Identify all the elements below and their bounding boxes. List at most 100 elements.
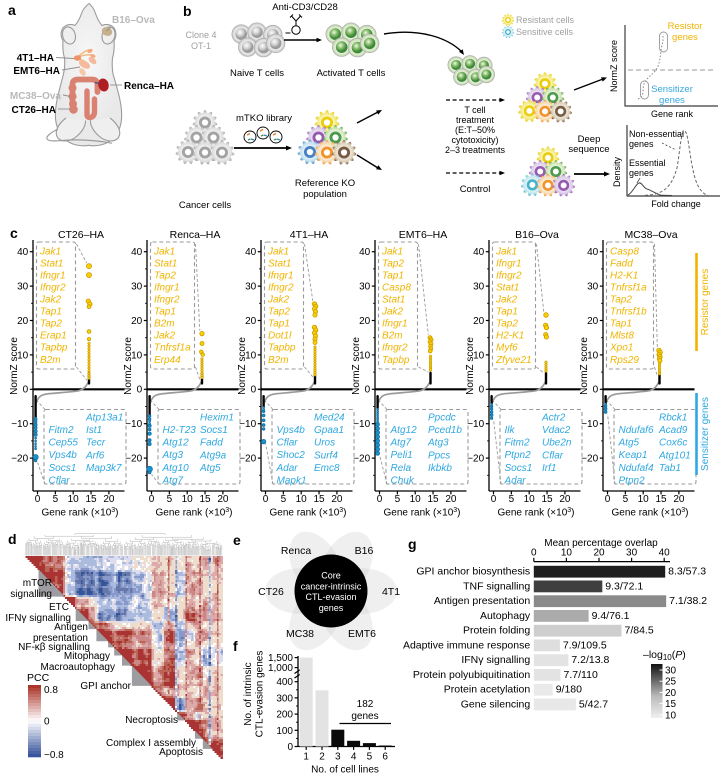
svg-text:40: 40 <box>245 247 257 258</box>
svg-text:sequence: sequence <box>568 144 609 155</box>
svg-text:Sensitizer genes: Sensitizer genes <box>700 397 711 471</box>
svg-text:Atg7: Atg7 <box>390 438 412 449</box>
svg-text:0: 0 <box>149 494 155 505</box>
svg-text:Xpo1: Xpo1 <box>609 343 633 354</box>
svg-text:mTKO library: mTKO library <box>236 113 292 124</box>
svg-text:Tap1: Tap1 <box>154 307 176 318</box>
svg-text:Naive T cells: Naive T cells <box>230 68 284 79</box>
svg-text:0: 0 <box>491 494 497 505</box>
svg-text:20: 20 <box>593 548 605 559</box>
svg-text:40: 40 <box>473 247 485 258</box>
svg-text:30: 30 <box>245 282 257 293</box>
svg-text:Antigen: Antigen <box>54 622 88 633</box>
svg-text:Mean percentage overlap: Mean percentage overlap <box>544 538 658 549</box>
svg-text:−10: −10 <box>11 419 28 430</box>
svg-text:4T1–HA: 4T1–HA <box>17 53 54 64</box>
svg-text:Atg101: Atg101 <box>658 450 691 461</box>
svg-text:No. of cell lines: No. of cell lines <box>311 765 379 776</box>
svg-text:Jak2: Jak2 <box>153 331 176 342</box>
svg-text:Necroptosis: Necroptosis <box>125 715 178 726</box>
svg-text:Renca–HA: Renca–HA <box>124 81 174 92</box>
svg-text:40: 40 <box>359 247 371 258</box>
svg-text:10: 10 <box>561 548 573 559</box>
svg-text:Fadd: Fadd <box>610 258 633 269</box>
svg-text:Ist1: Ist1 <box>86 425 102 436</box>
svg-text:cytotoxicity): cytotoxicity) <box>451 135 498 145</box>
svg-text:Dot1l: Dot1l <box>268 331 292 342</box>
svg-text:Deep: Deep <box>578 134 601 145</box>
svg-text:e: e <box>233 532 241 548</box>
svg-text:−0.8: −0.8 <box>44 750 64 761</box>
svg-text:20: 20 <box>131 316 143 327</box>
svg-text:Tap2: Tap2 <box>40 319 62 330</box>
svg-text:EMT6: EMT6 <box>348 628 376 640</box>
svg-text:0: 0 <box>35 494 41 505</box>
svg-text:Cflar: Cflar <box>277 438 299 449</box>
svg-text:Ifngr1: Ifngr1 <box>154 282 180 293</box>
svg-text:Non-essential: Non-essential <box>629 129 684 139</box>
svg-text:−20: −20 <box>125 454 142 465</box>
svg-text:−20: −20 <box>467 454 484 465</box>
svg-text:Jak1: Jak1 <box>267 246 289 257</box>
svg-text:Renca: Renca <box>281 545 312 557</box>
svg-text:Density: Density <box>612 156 622 187</box>
svg-text:genes: genes <box>629 139 654 149</box>
svg-text:10: 10 <box>68 494 80 505</box>
svg-text:0: 0 <box>593 385 599 396</box>
svg-text:Anti-CD3/CD28: Anti-CD3/CD28 <box>272 2 337 13</box>
svg-text:20: 20 <box>359 316 371 327</box>
svg-text:10: 10 <box>638 494 650 505</box>
svg-text:EMT6–HA: EMT6–HA <box>399 229 447 241</box>
svg-text:signalling: signalling <box>10 589 52 600</box>
svg-text:Jak2: Jak2 <box>39 295 62 306</box>
svg-text:40: 40 <box>17 247 29 258</box>
svg-text:genes: genes <box>672 32 698 43</box>
svg-text:10: 10 <box>245 350 257 361</box>
svg-text:g: g <box>408 536 417 552</box>
svg-text:−20: −20 <box>353 454 370 465</box>
svg-text:Control: Control <box>460 184 491 195</box>
svg-text:1,000: 1,000 <box>268 663 293 674</box>
svg-text:presentation: presentation <box>33 633 88 644</box>
svg-text:ETC: ETC <box>49 602 69 613</box>
svg-text:5: 5 <box>395 494 401 505</box>
svg-text:a: a <box>8 2 16 18</box>
svg-text:Resistant cells: Resistant cells <box>516 15 575 25</box>
svg-text:B2m: B2m <box>268 355 289 366</box>
svg-text:−10: −10 <box>467 419 484 430</box>
svg-text:EMT6–HA: EMT6–HA <box>13 66 60 77</box>
svg-text:NormZ score: NormZ score <box>465 337 476 395</box>
svg-text:mTOR: mTOR <box>23 578 52 589</box>
svg-text:3: 3 <box>335 752 341 763</box>
svg-text:NormZ score: NormZ score <box>237 337 248 395</box>
svg-text:Stat1: Stat1 <box>154 258 177 269</box>
svg-text:0: 0 <box>479 385 485 396</box>
svg-text:Gene rank (×103): Gene rank (×103) <box>383 507 460 519</box>
svg-text:Cflar: Cflar <box>49 475 71 486</box>
svg-text:Fitm2: Fitm2 <box>505 438 530 449</box>
svg-text:Atg3: Atg3 <box>427 438 449 449</box>
svg-text:30: 30 <box>587 282 599 293</box>
svg-text:Med24: Med24 <box>314 413 345 424</box>
svg-text:20: 20 <box>445 494 457 505</box>
svg-text:b: b <box>183 3 192 19</box>
svg-text:Gene silencing: Gene silencing <box>461 698 531 710</box>
svg-text:5: 5 <box>623 494 629 505</box>
svg-text:Ifngr1: Ifngr1 <box>40 270 66 281</box>
svg-text:Ifngr2: Ifngr2 <box>40 282 66 293</box>
svg-text:TNF signalling: TNF signalling <box>463 580 530 592</box>
svg-text:Protein folding: Protein folding <box>463 625 530 637</box>
svg-text:400: 400 <box>276 677 293 688</box>
svg-text:Adaptive immune response: Adaptive immune response <box>403 639 530 651</box>
svg-text:30: 30 <box>359 282 371 293</box>
svg-text:Chuk: Chuk <box>391 475 415 486</box>
svg-text:Protein acetylation: Protein acetylation <box>444 684 531 696</box>
svg-text:0: 0 <box>531 548 537 559</box>
svg-text:0: 0 <box>263 494 269 505</box>
svg-text:Tapbp: Tapbp <box>382 355 410 366</box>
svg-text:MC38: MC38 <box>286 628 314 640</box>
svg-text:Pced1b: Pced1b <box>428 425 462 436</box>
svg-text:IFNγ signalling: IFNγ signalling <box>5 613 71 624</box>
svg-text:GPI anchor biosynthesis: GPI anchor biosynthesis <box>416 566 530 578</box>
svg-text:NormZ score: NormZ score <box>579 337 590 395</box>
